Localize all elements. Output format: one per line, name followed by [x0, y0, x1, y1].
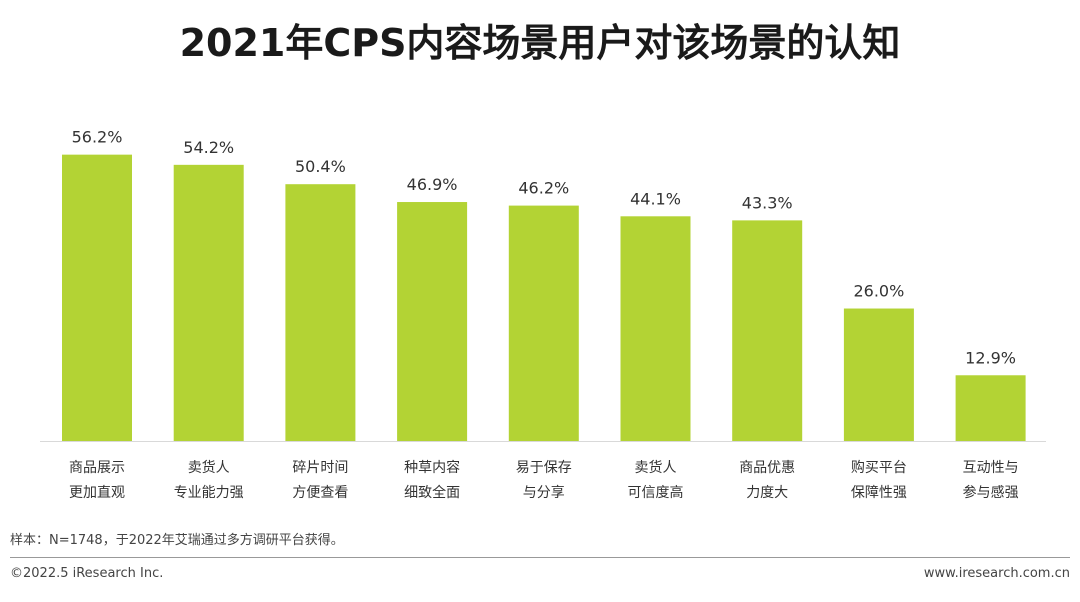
category-label-9-line-2: 参与感强 — [963, 484, 1019, 501]
value-label-3: 50.4% — [295, 157, 346, 176]
bar-9 — [955, 375, 1026, 441]
value-label-6: 44.1% — [630, 189, 681, 208]
category-label-7-line-1: 商品优惠 — [739, 460, 795, 476]
category-label-2-line-2: 专业能力强 — [174, 485, 244, 501]
footer-divider — [10, 557, 1070, 558]
category-label-3-line-2: 方便查看 — [292, 485, 348, 501]
bar-7 — [732, 220, 803, 441]
website-link[interactable]: www.iresearch.com.cn — [923, 566, 1070, 581]
bar-1 — [62, 154, 132, 441]
category-label-8-line-1: 购买平台 — [851, 460, 907, 476]
category-label-2-line-1: 卖货人 — [188, 459, 230, 476]
category-label-8-line-2: 保障性强 — [851, 485, 907, 501]
value-label-1: 56.2% — [72, 128, 123, 147]
category-label-6-line-2: 可信度高 — [628, 484, 684, 501]
category-label-3-line-1: 碎片时间 — [292, 460, 348, 476]
value-label-2: 54.2% — [183, 138, 234, 157]
value-label-4: 46.9% — [407, 175, 458, 194]
category-label-5-line-1: 易于保存 — [516, 460, 572, 476]
bar-2 — [173, 164, 244, 442]
category-label-6-line-1: 卖货人 — [635, 459, 677, 476]
bar-8 — [843, 308, 914, 441]
category-label-1-line-2: 更加直观 — [69, 484, 125, 501]
category-label-9-line-1: 互动性与 — [963, 460, 1019, 476]
bar-5 — [508, 205, 579, 441]
copyright-text: ©2022.5 iResearch Inc. — [10, 566, 164, 581]
value-label-9: 12.9% — [965, 348, 1016, 367]
bar-3 — [285, 184, 356, 441]
value-label-7: 43.3% — [742, 193, 793, 212]
value-label-5: 46.2% — [518, 179, 569, 198]
category-label-7-line-2: 力度大 — [746, 485, 788, 501]
chart-title: 2021年CPS内容场景用户对该场景的认知 — [179, 21, 901, 65]
value-label-8: 26.0% — [853, 282, 904, 301]
sample-note: 样本：N=1748，于2022年艾瑞通过多方调研平台获得。 — [10, 533, 344, 548]
category-label-5-line-2: 与分享 — [523, 484, 565, 501]
category-label-4-line-1: 种草内容 — [404, 459, 460, 476]
bar-4 — [397, 202, 468, 441]
category-label-4-line-2: 细致全面 — [404, 484, 460, 501]
bar-6 — [620, 216, 691, 441]
category-label-1-line-1: 商品展示 — [69, 460, 125, 476]
